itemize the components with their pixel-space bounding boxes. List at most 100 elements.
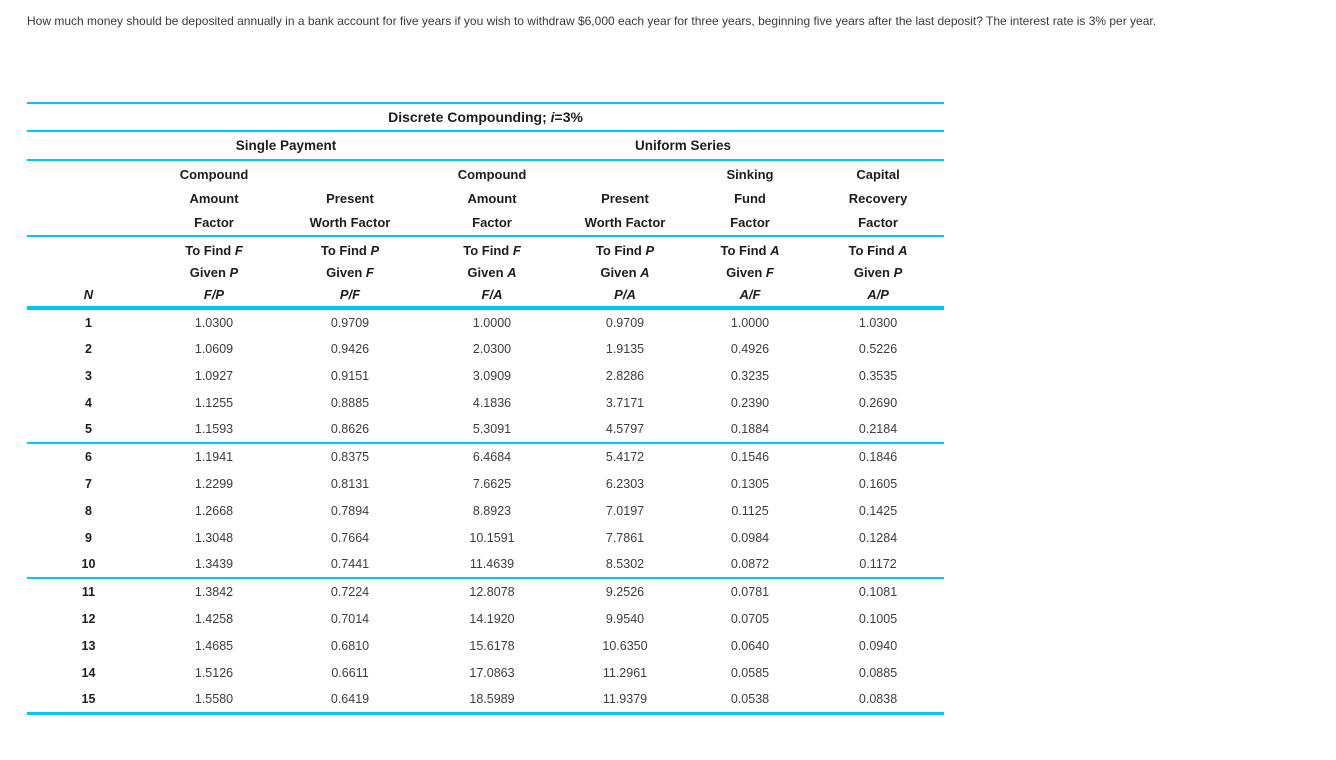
n-column-header: N [27,236,150,310]
factor-value-cell: 0.3235 [730,368,770,383]
n-value-cell: 11 [27,577,150,605]
table-row: 11 1.3842 0.7224 12.8078 9.2526 0.0781 0.1081 [27,577,945,605]
factor-header-pa: Present Worth Factor [562,160,688,237]
group-header-single-payment: Single Payment [150,131,422,161]
factor-table-body: 1 1.0300 0.9709 1.0000 0.9709 1.0000 1.0300 2 1.… [27,308,945,713]
factor-value-cell: 1.5580 [194,691,234,706]
group-header-spacer [27,131,150,161]
factor-value-cell: 1.9135 [605,341,645,356]
factor-value-cell: 1.3048 [194,530,234,545]
n-value-cell: 2 [85,341,92,356]
n-value-cell: 7 [85,476,92,491]
factor-value-cell: 4.5797 [605,422,645,436]
factor-name-header-row: Compound Amount Factor Present Worth Factor… [27,160,945,237]
table-row: 4 1.1255 0.8885 4.1836 3.7171 0.2390 0.2690 [27,389,944,416]
table-row: 10 1.3439 0.7441 11.4639 8.5302 0.0872 0.1172 [27,551,944,578]
factor-value-cell: 2.0300 [472,341,512,356]
n-value-cell: 10 [81,557,96,571]
n-value-cell: 6 [27,442,150,470]
n-value-cell: 5 [85,422,92,436]
factor-value-cell: 0.0872 [730,557,770,571]
table-title-row: Discrete Compounding; i=3% [27,103,945,132]
factor-header-spacer [27,160,150,237]
factor-value-cell: 0.7441 [330,557,370,571]
factor-value-cell: 10.6350 [602,638,648,653]
find-header-row: N To Find F Given P F/P To Find P Given … [27,236,945,310]
factor-value-cell: 1.1941 [150,442,278,470]
n-value-cell: 15 [81,691,96,706]
factor-value-cell: 8.5302 [605,557,645,571]
factor-value-cell: 11.9379 [602,691,648,706]
table-row: 8 1.2668 0.7894 8.8923 7.0197 0.1125 0.1425 [27,497,944,524]
factor-value-cell: 12.8078 [422,577,562,605]
factor-value-cell: 0.7014 [330,611,370,626]
factor-value-cell: 0.8375 [278,442,422,470]
factor-value-cell: 1.0300 [858,315,898,330]
find-header-pa: To Find P Given A P/A [562,236,688,310]
group-header-row: Single Payment Uniform Series [27,131,945,161]
table-row: 9 1.3048 0.7664 10.1591 7.7861 0.0984 0.1284 [27,524,944,551]
n-value-cell: 9 [85,530,92,545]
table-row: 7 1.2299 0.8131 7.6625 6.2303 0.1305 0.1605 [27,470,944,497]
factor-value-cell: 7.0197 [605,503,645,518]
factor-value-cell: 0.1172 [859,557,897,571]
factor-value-cell: 1.3842 [150,577,278,605]
factor-value-cell: 1.0000 [730,315,770,330]
factor-value-cell: 1.1593 [194,422,234,436]
n-value-cell: 4 [85,395,92,410]
factor-value-cell: 11.2961 [602,665,648,680]
factor-value-cell: 17.0863 [469,665,515,680]
factor-value-cell: 4.1836 [472,395,512,410]
factor-value-cell: 0.3535 [858,368,898,383]
table-row: 14 1.5126 0.6611 17.0863 11.2961 0.0585 0.0885 [27,659,944,686]
factor-value-cell: 0.7664 [330,530,370,545]
table-row: 3 1.0927 0.9151 3.0909 2.8286 0.3235 0.3535 [27,362,944,389]
factor-value-cell: 0.2690 [858,395,898,410]
factor-header-af: Sinking Fund Factor [688,160,812,237]
find-header-af: To Find A Given F A/F [688,236,812,310]
factor-value-cell: 15.6178 [469,638,515,653]
factor-value-cell: 1.3439 [194,557,234,571]
factor-value-cell: 14.1920 [469,611,515,626]
factor-value-cell: 8.8923 [472,503,512,518]
factor-value-cell: 0.1005 [858,611,898,626]
factor-value-cell: 1.0927 [194,368,234,383]
table-row: 13 1.4685 0.6810 15.6178 10.6350 0.0640 0.0940 [27,632,944,659]
table-row: 15 1.5580 0.6419 18.5989 11.9379 0.0538 0.0838 [27,686,944,713]
factor-value-cell: 9.9540 [605,611,645,626]
factor-value-cell: 0.0838 [858,691,898,706]
factor-value-cell: 0.6611 [331,665,369,680]
factor-value-cell: 0.0705 [730,611,770,626]
n-value-cell: 3 [85,368,92,383]
factor-value-cell: 0.1605 [858,476,898,491]
factor-value-cell: 0.1305 [730,476,770,491]
factor-value-cell: 0.9709 [330,315,370,330]
factor-value-cell: 0.1081 [812,577,945,605]
find-header-pf: To Find P Given F P/F [278,236,422,310]
factor-value-cell: 1.4685 [194,638,234,653]
factor-value-cell: 1.5126 [194,665,234,680]
find-header-fa: To Find F Given A F/A [422,236,562,310]
factor-value-cell: 0.4926 [730,341,770,356]
factor-value-cell: 0.0984 [730,530,770,545]
table-row: 12 1.4258 0.7014 14.1920 9.9540 0.0705 0.1005 [27,605,944,632]
factor-value-cell: 0.2390 [730,395,770,410]
n-value-cell: 8 [85,503,92,518]
factor-header-ap: Capital Recovery Factor [812,160,945,237]
factor-value-cell: 0.9151 [330,368,370,383]
table-row: 2 1.0609 0.9426 2.0300 1.9135 0.4926 0.5226 [27,335,944,362]
n-value-cell: 12 [81,611,96,626]
factor-value-cell: 1.1255 [194,395,234,410]
factor-value-cell: 7.7861 [605,530,645,545]
factor-value-cell: 1.0000 [472,315,512,330]
factor-value-cell: 11.4639 [469,557,515,571]
table-title: Discrete Compounding; i=3% [27,103,945,132]
factor-value-cell: 3.0909 [472,368,512,383]
table-row: 6 1.1941 0.8375 6.4684 5.4172 0.1546 0.1846 [27,442,945,470]
group-header-uniform-series: Uniform Series [422,131,945,161]
n-value-cell: 1 [85,315,92,330]
factor-value-cell: 0.1546 [688,442,812,470]
factor-value-cell: 0.5226 [858,341,898,356]
factor-value-cell: 1.4258 [194,611,234,626]
table-row: 1 1.0300 0.9709 1.0000 0.9709 1.0000 1.0300 [27,308,944,335]
